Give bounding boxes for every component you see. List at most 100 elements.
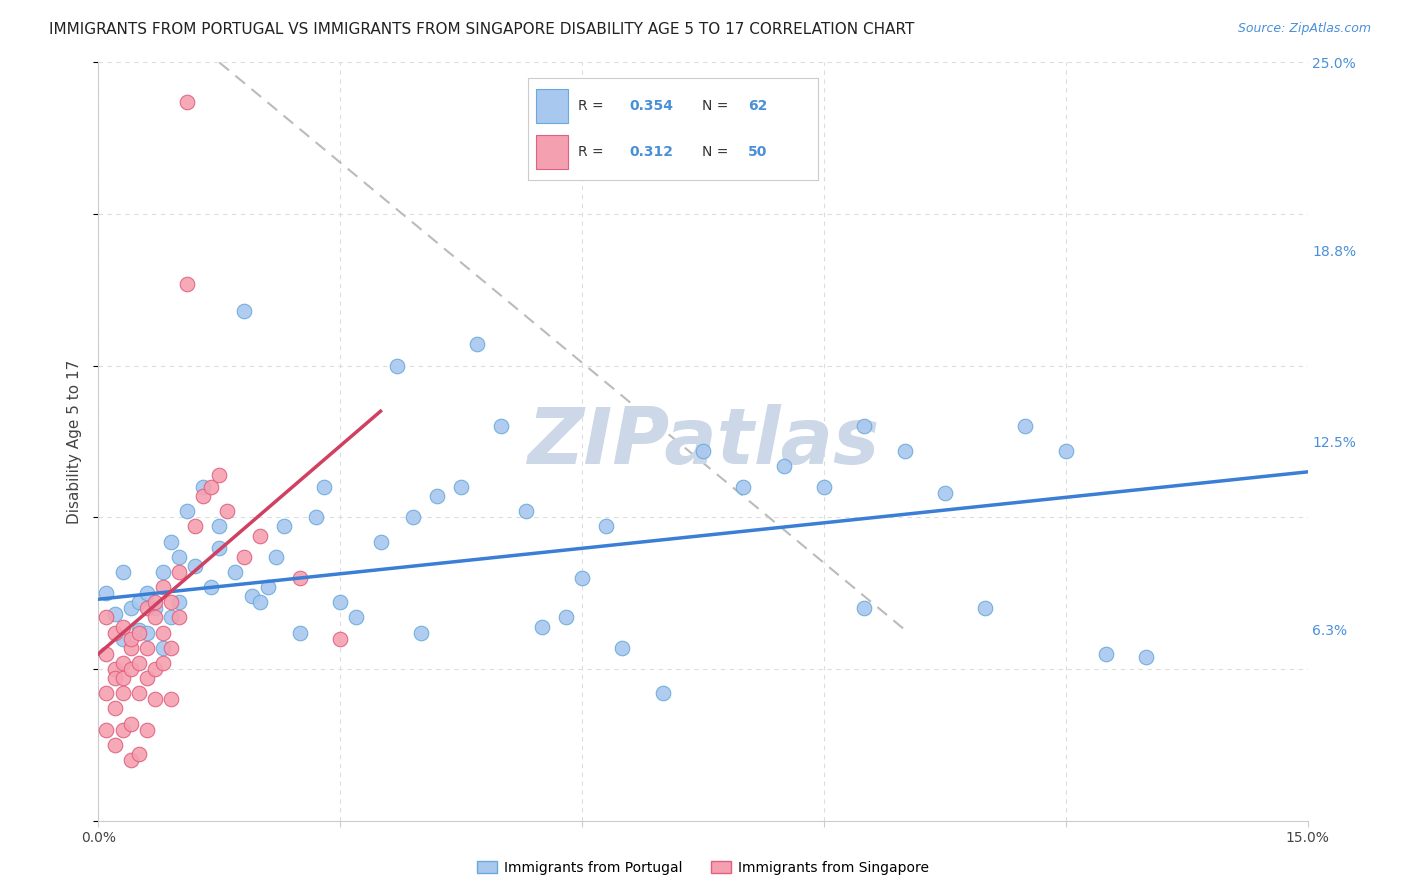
Point	[692, 443, 714, 458]
Point	[96, 586, 118, 600]
Point	[96, 723, 118, 737]
Point	[193, 489, 215, 503]
Point	[288, 571, 311, 585]
Point	[571, 571, 593, 585]
Point	[853, 601, 876, 615]
Point	[160, 610, 183, 624]
Point	[103, 662, 125, 676]
Point	[240, 589, 263, 603]
Point	[176, 504, 198, 518]
Point	[176, 95, 198, 109]
Text: ZIPatlas: ZIPatlas	[527, 403, 879, 480]
Point	[184, 519, 207, 533]
Point	[232, 304, 254, 318]
Point	[555, 610, 578, 624]
Point	[232, 549, 254, 564]
Point	[103, 607, 125, 622]
Point	[128, 686, 150, 700]
Point	[167, 549, 190, 564]
Point	[200, 480, 222, 494]
Point	[314, 480, 336, 494]
Point	[772, 458, 794, 473]
Point	[135, 601, 157, 615]
Point	[143, 692, 166, 706]
Point	[103, 738, 125, 752]
Point	[96, 647, 118, 661]
Point	[1095, 647, 1118, 661]
Y-axis label: Disability Age 5 to 17: Disability Age 5 to 17	[67, 359, 83, 524]
Point	[1054, 443, 1077, 458]
Point	[217, 504, 239, 518]
Text: IMMIGRANTS FROM PORTUGAL VS IMMIGRANTS FROM SINGAPORE DISABILITY AGE 5 TO 17 COR: IMMIGRANTS FROM PORTUGAL VS IMMIGRANTS F…	[49, 22, 914, 37]
Point	[128, 747, 150, 761]
Point	[167, 595, 190, 609]
Point	[103, 701, 125, 715]
Point	[135, 723, 157, 737]
Point	[305, 510, 328, 524]
Point	[409, 625, 432, 640]
Point	[143, 662, 166, 676]
Point	[530, 619, 553, 633]
Point	[167, 610, 190, 624]
Point	[152, 580, 174, 594]
Point	[193, 480, 215, 494]
Point	[160, 692, 183, 706]
Point	[152, 625, 174, 640]
Point	[135, 671, 157, 685]
Point	[120, 640, 142, 655]
Point	[208, 467, 231, 482]
Point	[167, 565, 190, 579]
Point	[143, 610, 166, 624]
Point	[128, 625, 150, 640]
Point	[152, 640, 174, 655]
Point	[208, 519, 231, 533]
Point	[249, 528, 271, 542]
Point	[853, 419, 876, 434]
Point	[128, 623, 150, 637]
Point	[135, 586, 157, 600]
Point	[184, 558, 207, 573]
Point	[370, 534, 392, 549]
Point	[111, 565, 134, 579]
Point	[143, 595, 166, 609]
Point	[111, 686, 134, 700]
Point	[1014, 419, 1036, 434]
Point	[160, 534, 183, 549]
Point	[208, 541, 231, 555]
Point	[111, 632, 134, 646]
Point	[120, 601, 142, 615]
Point	[491, 419, 513, 434]
Point	[344, 610, 367, 624]
Point	[143, 601, 166, 615]
Point	[426, 489, 449, 503]
Text: Source: ZipAtlas.com: Source: ZipAtlas.com	[1237, 22, 1371, 36]
Point	[128, 595, 150, 609]
Point	[152, 656, 174, 670]
Point	[160, 640, 183, 655]
Point	[111, 656, 134, 670]
Point	[651, 686, 673, 700]
Point	[120, 716, 142, 731]
Point	[152, 565, 174, 579]
Point	[96, 610, 118, 624]
Point	[111, 723, 134, 737]
Point	[111, 671, 134, 685]
Point	[103, 671, 125, 685]
Point	[934, 486, 956, 500]
Point	[273, 519, 295, 533]
Point	[103, 625, 125, 640]
Point	[385, 359, 408, 373]
Point	[128, 656, 150, 670]
Point	[595, 519, 617, 533]
Point	[329, 595, 352, 609]
Point	[200, 580, 222, 594]
Point	[160, 595, 183, 609]
Point	[135, 640, 157, 655]
Point	[111, 619, 134, 633]
Point	[135, 625, 157, 640]
Point	[329, 632, 352, 646]
Point	[612, 640, 634, 655]
Legend: Immigrants from Portugal, Immigrants from Singapore: Immigrants from Portugal, Immigrants fro…	[471, 855, 935, 880]
Point	[224, 565, 246, 579]
Point	[733, 480, 755, 494]
